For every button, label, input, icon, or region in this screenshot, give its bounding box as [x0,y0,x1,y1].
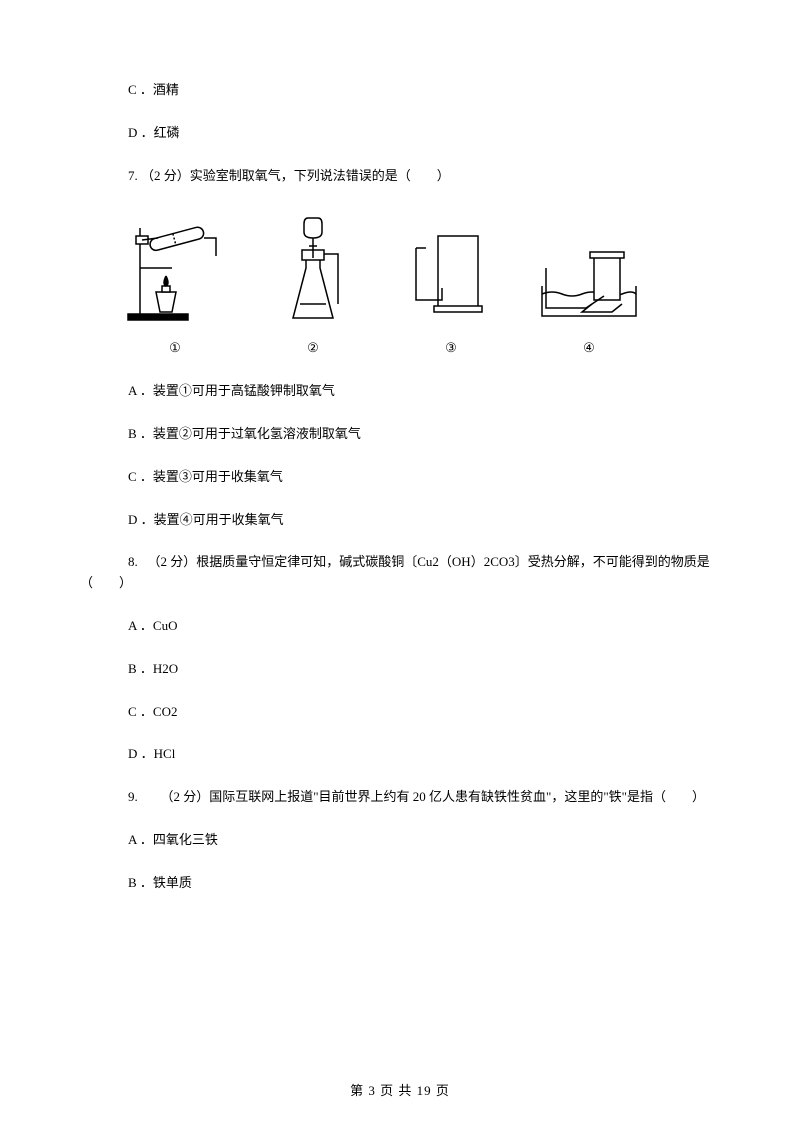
q7-option-c: C ．装置③可用于收集氧气 [80,467,720,488]
q7-diagram-row [80,208,720,328]
q7-option-d: D ．装置④可用于收集氧气 [80,510,720,531]
q9-option-b: B ．铁单质 [80,873,720,894]
q7-diagram-labels: ① ② ③ ④ [80,338,720,359]
q6-option-d: D ．红磷 [80,123,720,144]
label-2: ② [258,338,368,359]
q8-option-d: D ．HCl [80,744,720,765]
apparatus-2-flask-funnel-icon [258,208,368,328]
label-1: ① [120,338,230,359]
apparatus-3-jar-downward-icon [396,208,506,328]
apparatus-1-heating-tube-icon [120,208,230,328]
q8-option-b: B ．H2O [80,659,720,680]
q9-stem: 9. （2 分）国际互联网上报道"目前世界上约有 20 亿人患有缺铁性贫血"，这… [80,787,720,808]
q7-option-a: A ．装置①可用于高锰酸钾制取氧气 [80,381,720,402]
label-4: ④ [534,338,644,359]
q9-option-a: A ．四氧化三铁 [80,830,720,851]
q8-option-a: A ．CuO [80,616,720,637]
page-footer: 第 3 页 共 19 页 [0,1081,800,1102]
q8-stem: 8. （2 分）根据质量守恒定律可知，碱式碳酸铜〔Cu2（OH）2CO3〕受热分… [80,552,720,594]
apparatus-4-water-collection-icon [534,208,644,328]
q7-option-b: B ．装置②可用于过氧化氢溶液制取氧气 [80,424,720,445]
q6-option-c: C ．酒精 [80,80,720,101]
label-3: ③ [396,338,506,359]
q8-option-c: C ．CO2 [80,702,720,723]
q7-stem: 7. （2 分）实验室制取氧气，下列说法错误的是（ ） [80,166,720,187]
